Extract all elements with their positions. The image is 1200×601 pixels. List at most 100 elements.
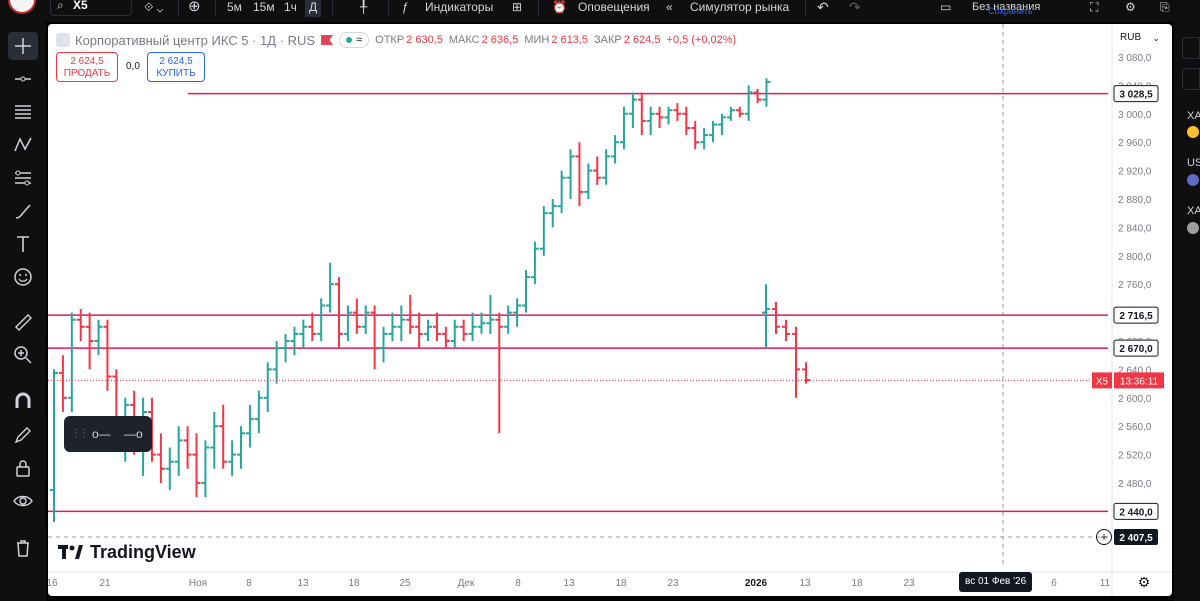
- crosshair-icon[interactable]: [8, 32, 38, 60]
- zoom-in-icon[interactable]: [8, 341, 38, 369]
- close-label: ЗАКР: [594, 34, 622, 46]
- low-value: 2 613,5: [551, 34, 589, 46]
- level-price-tag: [1113, 85, 1159, 103]
- search-icon: ⌕: [57, 0, 64, 12]
- eye-icon[interactable]: [8, 487, 38, 515]
- time-tick-label: Ноя: [189, 578, 207, 589]
- price-tick-label: 3 080,0: [1118, 53, 1152, 64]
- price-tick-label: 2 760,0: [1118, 280, 1152, 291]
- pattern-icon[interactable]: [8, 131, 38, 159]
- add-symbol-icon[interactable]: ⊕: [188, 0, 201, 15]
- watchlist-icon[interactable]: [1182, 37, 1200, 59]
- fullscreen-icon[interactable]: ⛶: [1090, 0, 1099, 14]
- alert-icon: ⏰: [552, 0, 567, 14]
- crosshair-price-tag: [1114, 529, 1158, 545]
- time-tick-label: 23: [903, 578, 915, 589]
- floating-drawing-toolbar[interactable]: ⋮⋮ o— —o: [64, 416, 152, 452]
- sell-price: 2 624,5: [70, 56, 104, 67]
- interval-1d[interactable]: Д: [305, 0, 322, 17]
- bar-type-icon[interactable]: ╀: [360, 0, 368, 14]
- snapshot-icon[interactable]: ⎘: [1160, 0, 1170, 14]
- alerts-button[interactable]: Оповещения: [578, 0, 650, 14]
- chart-settings-icon[interactable]: ⚙: [1137, 574, 1151, 590]
- add-price-icon[interactable]: +: [1096, 529, 1112, 545]
- countdown-label: 13:36:11: [1120, 376, 1159, 387]
- status-dot-icon: [346, 37, 353, 43]
- brand-name: TradingView: [90, 541, 196, 562]
- price-tick-label: 2 600,0: [1118, 394, 1152, 405]
- fib-retracement-icon[interactable]: [8, 98, 38, 126]
- alerts-panel-icon[interactable]: [1182, 68, 1200, 90]
- price-tick-label: 2 880,0: [1118, 195, 1152, 206]
- brush-icon[interactable]: [8, 197, 38, 225]
- emoji-icon[interactable]: [8, 263, 38, 291]
- price-tick-label: 2 520,0: [1118, 451, 1152, 462]
- trash-icon[interactable]: [8, 534, 38, 562]
- price-tick-label: 2 920,0: [1118, 167, 1152, 178]
- interval-1h[interactable]: 1ч: [284, 0, 297, 14]
- divider: [805, 0, 806, 16]
- legend-title[interactable]: Корпоративный центр ИКС 5 · 1Д · RUS: [75, 32, 316, 48]
- flag-icon[interactable]: [321, 35, 334, 45]
- symbol-search[interactable]: ⌕ X5: [50, 0, 132, 16]
- watchlist-item-0[interactable]: XA: [1187, 110, 1200, 122]
- price-chart[interactable]: 3 080,03 040,03 000,02 960,02 920,02 880…: [48, 24, 1172, 596]
- tradingview-mark-icon: [58, 545, 83, 559]
- layout-icon[interactable]: ▭: [940, 0, 952, 14]
- replay-button[interactable]: Симулятор рынка: [690, 0, 790, 14]
- watchlist-item-1[interactable]: US: [1187, 157, 1200, 169]
- currency-value: RUB: [1120, 32, 1142, 43]
- text-icon[interactable]: [8, 230, 38, 258]
- undo-icon[interactable]: ↶: [817, 0, 829, 15]
- currency-select[interactable]: RUB ⌄: [1114, 28, 1166, 48]
- settings-icon[interactable]: ⚙: [1125, 0, 1136, 14]
- price-tick-label: 2 560,0: [1118, 422, 1152, 433]
- market-status-pill[interactable]: ≈: [339, 32, 370, 48]
- trend-line-icon[interactable]: [8, 65, 38, 93]
- price-tick-label: 2 840,0: [1118, 223, 1152, 234]
- pill-symbol: ≈: [356, 34, 363, 46]
- projection-icon[interactable]: [8, 164, 38, 192]
- compare-icon[interactable]: ⟐ ⌄: [144, 0, 164, 14]
- indicators-icon: ƒ: [402, 0, 409, 14]
- time-tick-label: 2026: [745, 578, 768, 589]
- level-price-label: 2 716,5: [1119, 311, 1153, 322]
- price-tick-label: 2 480,0: [1118, 479, 1152, 490]
- buy-price: 2 624,5: [159, 56, 193, 67]
- sell-label: ПРОДАТЬ: [63, 68, 111, 79]
- user-avatar[interactable]: [8, 0, 36, 14]
- tradingview-logo[interactable]: TradingView: [58, 542, 196, 562]
- high-value: 2 636,5: [481, 34, 519, 46]
- interval-15m[interactable]: 15м: [253, 0, 275, 14]
- price-tick-label: 3 000,0: [1118, 110, 1152, 121]
- watchlist-item-2[interactable]: XA: [1187, 205, 1200, 217]
- exchange-logo-icon: [56, 33, 70, 47]
- redo-icon[interactable]: ↷: [849, 0, 861, 15]
- open-value: 2 630,5: [406, 34, 443, 46]
- save-link[interactable]: Сохранить: [988, 6, 1033, 16]
- buy-button[interactable]: 2 624,5 КУПИТЬ: [147, 52, 205, 82]
- time-tick-label: 8: [246, 578, 252, 589]
- countdown-tag: [1114, 372, 1164, 389]
- sell-button[interactable]: 2 624,5 ПРОДАТЬ: [56, 52, 118, 82]
- level-price-tag: [1113, 306, 1159, 324]
- templates-icon[interactable]: ⊞: [512, 0, 523, 14]
- crosshair-date-badge: вс 01 Фев '26: [959, 572, 1033, 592]
- stay-in-drawing-icon[interactable]: [8, 421, 38, 449]
- divider: [215, 0, 216, 16]
- time-tick-label: 13: [563, 578, 575, 589]
- level-price-tag: [1113, 339, 1159, 357]
- indicators-button[interactable]: Индикаторы: [425, 0, 494, 14]
- chart-panel[interactable]: 3 080,03 040,03 000,02 960,02 920,02 880…: [48, 24, 1172, 596]
- top-toolbar: ⌕ X5 ⟐ ⌄ ⊕ 5м 15м 1ч Д ╀ ƒ Индикаторы ⊞ …: [0, 0, 1200, 22]
- drawing-toolbar: [0, 22, 46, 601]
- time-tick-label: 6: [1051, 578, 1057, 589]
- interval-5m[interactable]: 5м: [227, 0, 242, 14]
- magnet-icon[interactable]: [8, 388, 38, 416]
- layout-name[interactable]: Без названия: [972, 1, 1041, 13]
- line-style-icon[interactable]: o—: [92, 427, 111, 441]
- drag-handle-icon[interactable]: ⋮⋮: [71, 428, 89, 439]
- lock-icon[interactable]: [8, 454, 38, 482]
- line-end-icon[interactable]: —o: [124, 427, 143, 441]
- ruler-icon[interactable]: [8, 308, 38, 336]
